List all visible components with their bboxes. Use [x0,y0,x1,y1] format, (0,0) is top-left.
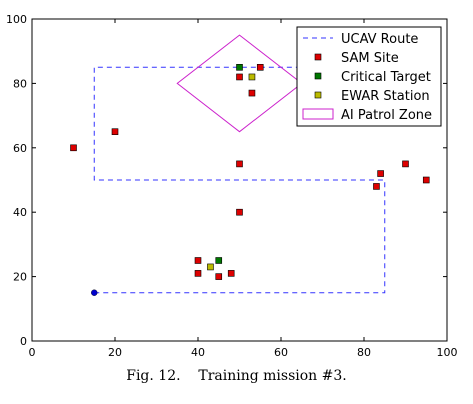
sam-site-marker [373,183,380,190]
sam-site-marker [70,144,77,152]
ewar-station-marker [207,263,214,271]
sam-site-marker [422,176,430,184]
y-tick-label: 20 [13,271,27,284]
figure-caption: Fig. 12. Training mission #3. [0,368,473,384]
x-tick-label: 20 [108,346,122,359]
legend-swatch-patrol [302,108,334,120]
y-tick-label: 100 [6,13,27,26]
sam-site-marker [377,170,384,177]
patrol-layer [176,34,303,133]
legend-label: EWAR Station [341,89,430,104]
sam-site-marker [236,208,243,216]
route-start-point [91,289,98,296]
sam-site-marker [227,270,235,277]
critical-target-marker [236,64,243,71]
legend-label: SAM Site [341,51,399,66]
sam-site-marker [111,128,119,135]
legend-label: Critical Target [341,70,431,85]
legend-swatch-marker [314,53,322,61]
y-tick-label: 80 [13,77,27,90]
ai-patrol-zone [176,34,303,133]
sam-site-marker [215,273,223,280]
sam-site-marker [194,270,202,277]
legend-swatch-marker [314,72,322,80]
sam-site-marker [236,73,243,81]
y-tick-label: 60 [13,142,27,155]
x-tick-label: 100 [437,346,458,359]
y-tick-label: 0 [20,335,27,348]
sam-site-marker [402,160,409,168]
caption-text: Training mission #3. [198,368,347,384]
sam-site-marker [248,89,256,97]
x-tick-label: 80 [357,346,371,359]
ewar-station-marker [248,73,256,81]
plot-frame [31,18,448,342]
legend-label: UCAV Route [341,32,418,47]
sam-site-marker [256,64,264,71]
x-tick-label: 60 [274,346,288,359]
legend: UCAV Route SAM Site Critical Target EWAR St… [296,26,442,127]
sam-site-marker [236,160,243,168]
tick-layer: 0 20 40 60 80 100 0 20 40 60 80 100 [6,13,458,359]
caption-label: Fig. 12. [126,368,181,384]
y-tick-label: 40 [13,206,27,219]
sam-site-marker [194,257,202,264]
critical-target-marker [215,257,223,264]
x-tick-label: 40 [191,346,205,359]
marker-layer [70,64,430,296]
legend-swatch-marker [314,91,322,99]
legend-label: AI Patrol Zone [341,108,432,123]
x-tick-label: 0 [29,346,36,359]
